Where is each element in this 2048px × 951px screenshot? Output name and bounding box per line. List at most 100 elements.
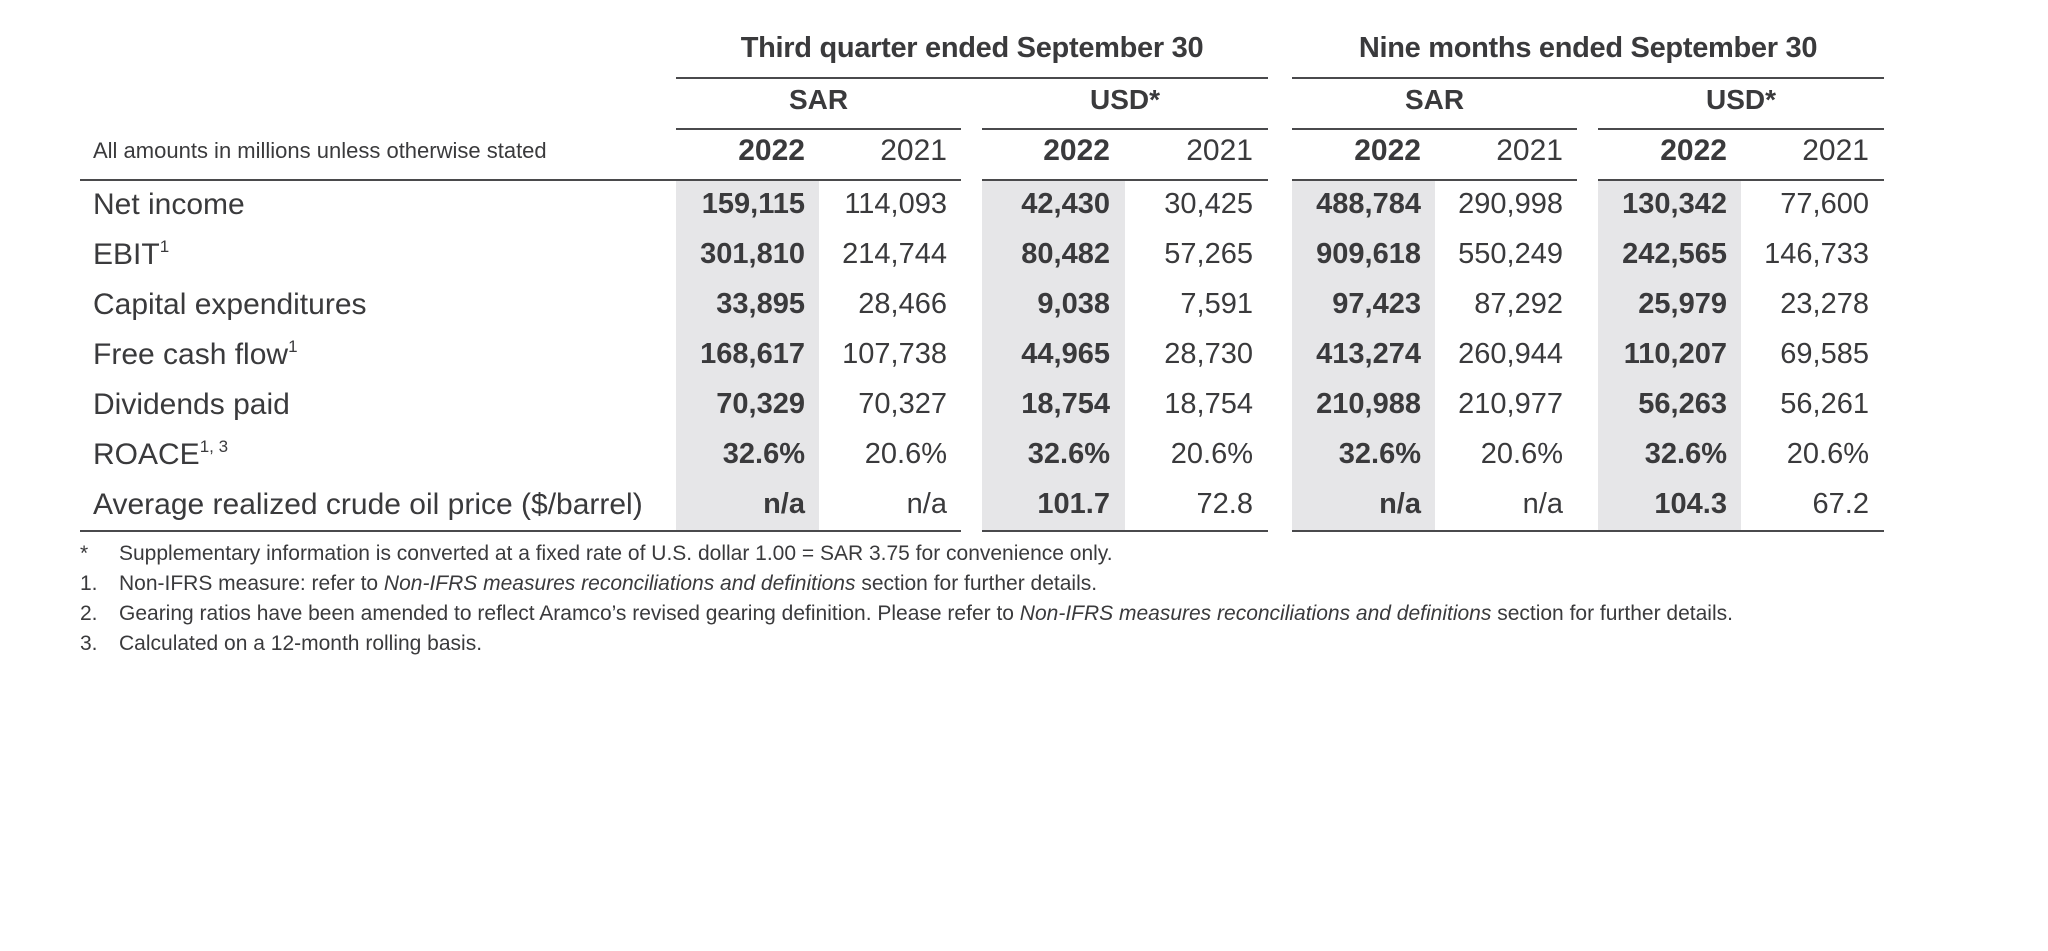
group-title-third-quarter: Third quarter ended September 30 <box>740 32 1204 64</box>
row-label-dividends-paid: Dividends paid <box>93 388 290 434</box>
table-cell: n/a <box>1522 488 1563 520</box>
footnote-text: Supplementary information is converted a… <box>119 542 1113 565</box>
row-label-ebit: EBIT1 <box>93 238 169 284</box>
year-header: 2021 <box>1496 134 1563 167</box>
footnote-mark: 3. <box>80 632 98 655</box>
table-cell: 301,810 <box>700 238 805 270</box>
amounts-note: All amounts in millions unless otherwise… <box>93 138 547 163</box>
table-cell: 159,115 <box>701 188 805 220</box>
table-cell: 290,998 <box>1458 188 1563 220</box>
table-cell: 80,482 <box>1021 238 1110 270</box>
highlight-column-9m-usd-2022 <box>1598 180 1741 530</box>
table-cell: 25,979 <box>1638 288 1727 320</box>
highlight-column-9m-sar-2022 <box>1292 180 1435 530</box>
table-cell: 72.8 <box>1196 488 1253 520</box>
highlight-column-q3-usd-2022 <box>982 180 1125 530</box>
divider <box>1292 128 1577 130</box>
footnote-italic-text: Non-IFRS measures reconciliations and de… <box>1019 602 1492 625</box>
table-cell: 168,617 <box>700 338 805 370</box>
row-label-text: Free cash flow <box>93 338 289 371</box>
row-label-capital-expenditures: Capital expenditures <box>93 288 367 334</box>
footnote-italic-text: Non-IFRS measures reconciliations and de… <box>383 572 856 595</box>
table-cell: n/a <box>906 488 947 520</box>
row-label-free-cash-flow: Free cash flow1 <box>93 338 298 384</box>
table-cell: 210,988 <box>1316 388 1421 420</box>
table-cell: 20.6% <box>864 438 947 470</box>
table-cell: 33,895 <box>716 288 805 320</box>
footnote-currency: * Supplementary information is converted … <box>80 542 1113 566</box>
divider <box>982 128 1268 130</box>
table-cell: 42,430 <box>1021 188 1110 220</box>
highlight-column-q3-sar-2022 <box>676 180 819 530</box>
table-cell: 110,207 <box>1623 338 1727 370</box>
table-cell: 909,618 <box>1316 238 1421 270</box>
table-cell: 107,738 <box>842 338 947 370</box>
header-divider <box>1598 179 1884 181</box>
header-divider <box>982 179 1268 181</box>
table-cell: 114,093 <box>844 188 947 220</box>
table-cell: 488,784 <box>1316 188 1421 220</box>
year-header: 2022 <box>738 134 805 167</box>
footnote-1: 1. Non-IFRS measure: refer to Non-IFRS me… <box>80 572 1097 596</box>
table-cell: 56,263 <box>1638 388 1727 420</box>
table-cell: n/a <box>763 488 805 520</box>
divider <box>676 77 1268 79</box>
row-label-text: Net income <box>93 188 245 221</box>
footnote-text: section for further details. <box>1491 602 1733 625</box>
table-bottom-divider <box>80 530 961 532</box>
table-cell: 413,274 <box>1316 338 1421 370</box>
divider <box>1292 77 1884 79</box>
divider <box>1598 128 1884 130</box>
table-cell: 44,965 <box>1021 338 1110 370</box>
table-cell: 9,038 <box>1037 288 1110 320</box>
table-cell: 101.7 <box>1037 488 1110 520</box>
table-cell: 550,249 <box>1458 238 1563 270</box>
footnote-text: Calculated on a 12-month rolling basis. <box>119 632 483 655</box>
table-cell: 18,754 <box>1021 388 1110 420</box>
footnote-ref: 1 <box>159 237 170 256</box>
row-label-roace: ROACE1, 3 <box>93 438 228 484</box>
table-bottom-divider <box>1292 530 1884 532</box>
table-cell: 28,730 <box>1164 338 1253 370</box>
table-cell: 242,565 <box>1622 238 1727 270</box>
footnote-2: 2. Gearing ratios have been amended to re… <box>80 602 1733 626</box>
currency-header-9m-sar: SAR <box>1404 84 1465 115</box>
table-cell: 20.6% <box>1786 438 1869 470</box>
table-cell: n/a <box>1379 488 1421 520</box>
table-cell: 210,977 <box>1458 388 1563 420</box>
table-cell: 130,342 <box>1622 188 1727 220</box>
currency-header-q3-usd: USD* <box>1089 84 1160 115</box>
table-cell: 18,754 <box>1164 388 1253 420</box>
year-header: 2021 <box>880 134 947 167</box>
header-divider <box>1292 179 1577 181</box>
row-label-text: EBIT <box>93 238 160 271</box>
row-label-avg-crude-price: Average realized crude oil price ($/barr… <box>93 488 643 534</box>
table-cell: 7,591 <box>1180 288 1253 320</box>
footnote-mark: 1. <box>80 572 98 595</box>
currency-header-9m-usd: USD* <box>1705 84 1776 115</box>
table-cell: 104.3 <box>1654 488 1727 520</box>
footnote-mark: 2. <box>80 602 98 625</box>
header-divider <box>80 179 961 181</box>
row-label-net-income: Net income <box>93 188 245 234</box>
table-cell: 32.6% <box>1338 438 1421 470</box>
row-label-text: Capital expenditures <box>93 288 367 321</box>
year-header: 2022 <box>1043 134 1110 167</box>
table-bottom-divider <box>982 530 1268 532</box>
table-cell: 20.6% <box>1170 438 1253 470</box>
table-cell: 70,329 <box>716 388 805 420</box>
group-title-nine-months: Nine months ended September 30 <box>1358 32 1818 64</box>
currency-header-q3-sar: SAR <box>788 84 849 115</box>
table-cell: 28,466 <box>858 288 947 320</box>
table-cell: 56,261 <box>1780 388 1869 420</box>
table-cell: 57,265 <box>1164 238 1253 270</box>
divider <box>676 128 961 130</box>
row-label-text: Average realized crude oil price ($/barr… <box>93 488 643 521</box>
year-header: 2021 <box>1802 134 1869 167</box>
footnote-3: 3. Calculated on a 12-month rolling basis… <box>80 632 482 656</box>
table-cell: 20.6% <box>1480 438 1563 470</box>
footnote-text: Non-IFRS measure: refer to <box>119 572 384 595</box>
year-header: 2021 <box>1186 134 1253 167</box>
row-label-text: ROACE <box>93 438 200 471</box>
